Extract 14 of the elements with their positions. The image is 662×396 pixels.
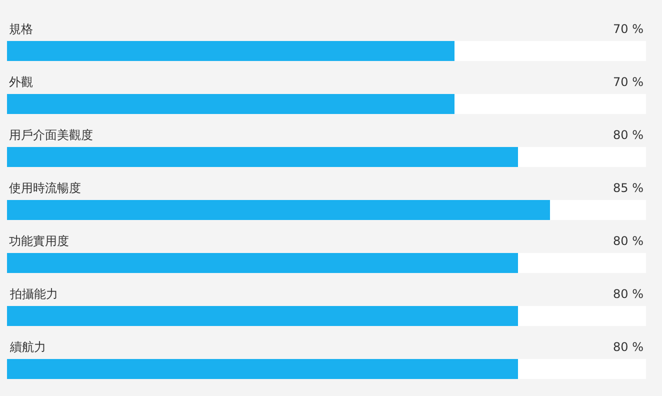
y-tick-label: 使用時流暢度 (9, 181, 81, 195)
y-tick-label: 續航力 (9, 340, 46, 354)
data-label: 70 % (613, 22, 644, 36)
data-label: 80 % (613, 287, 644, 301)
data-label: 70 % (613, 75, 644, 89)
data-label: 80 % (613, 128, 644, 142)
data-label: 80 % (613, 340, 644, 354)
data-label: 85 % (613, 181, 644, 195)
y-tick-label: 外觀 (9, 75, 33, 89)
y-tick-label: 規格 (9, 22, 33, 36)
y-tick-label: 用戶介面美觀度 (9, 128, 93, 142)
y-tick-label: 功能實用度 (9, 234, 69, 248)
y-tick-label: 拍攝能力 (9, 287, 58, 301)
data-label: 80 % (613, 234, 644, 248)
